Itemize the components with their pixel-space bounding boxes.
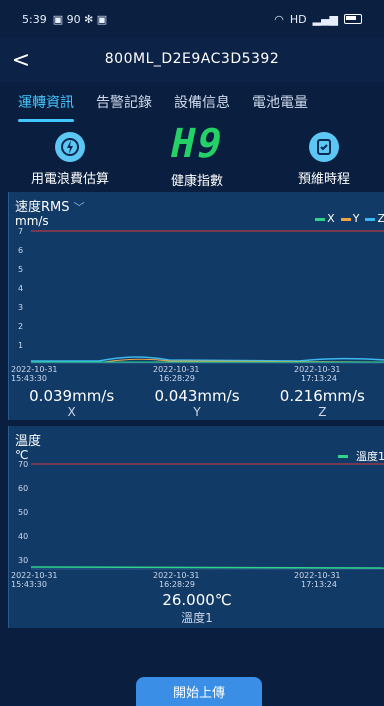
legend-x: X <box>315 212 335 225</box>
reading-z-axis: Z <box>318 405 327 419</box>
clock-text: 5:39 <box>22 12 47 26</box>
kpi-power-waste[interactable]: 用電浪費估算 <box>10 124 130 187</box>
hd-text: HD <box>289 12 307 26</box>
reading-z: 0.216mm/s Z <box>260 387 384 419</box>
power-waste-label: 用電浪費估算 <box>30 172 109 187</box>
y-tick-2: 2 <box>18 322 23 331</box>
temp-x-1-time: 15:43:30 <box>11 580 47 589</box>
y-tick-5: 5 <box>18 265 23 274</box>
status-right: ◠ HD ▂▄▆ <box>274 13 362 26</box>
battery-icon <box>344 14 362 24</box>
title-bar: < 800ML_D2E9AC3D5392 <box>0 38 384 82</box>
tab-device-info[interactable]: 設備信息 <box>174 95 230 111</box>
kpi-health-index[interactable]: H9 健康指數 <box>137 121 257 189</box>
back-arrow-icon: < <box>11 47 31 73</box>
health-score: H9 <box>166 121 228 167</box>
status-bar: 5:39 ▣ 90 ✻ ▣ ◠ HD ▂▄▆ <box>0 0 384 38</box>
temp-x-3-date: 2022-10-31 <box>294 571 341 580</box>
maintenance-label: 預維時程 <box>297 172 350 187</box>
temp-series-line <box>30 566 384 569</box>
reading-z-value: 0.216mm/s <box>279 387 365 405</box>
temp-tick-70: 70 <box>18 460 28 469</box>
temp-x-3-time: 17:13:24 <box>301 580 337 589</box>
tab-bar: 運轉資訊 告警記錄 設備信息 電池電量 <box>0 82 384 122</box>
device-title: 800ML_D2E9AC3D5392 <box>104 51 280 67</box>
start-upload-button[interactable]: 開始上傳 <box>136 677 262 706</box>
legend-y: Y <box>340 212 359 225</box>
temp-tick-40: 40 <box>18 532 28 541</box>
legend-temp1: 溫度1 <box>356 450 384 463</box>
tab-operation-info[interactable]: 運轉資訊 <box>18 92 74 122</box>
clipboard-icon <box>309 132 339 162</box>
tab-alarm-records[interactable]: 告警記錄 <box>96 95 152 111</box>
x-label-2-time: 16:28:29 <box>159 374 195 383</box>
temp-tick-30: 30 <box>18 556 28 565</box>
status-left: 5:39 ▣ 90 ✻ ▣ <box>22 13 107 26</box>
kpi-row: 用電浪費估算 H9 健康指數 預維時程 <box>10 121 384 192</box>
reading-temp1: 26.000℃ 溫度1 <box>9 591 384 626</box>
series-z-line <box>31 356 384 362</box>
temp-x-2-time: 16:28:29 <box>159 580 195 589</box>
velocity-unit: mm/s <box>15 214 49 228</box>
temperature-unit: ℃ <box>15 448 29 462</box>
velocity-title-text: 速度RMS <box>15 200 70 215</box>
temperature-title: 溫度 <box>15 434 42 449</box>
velocity-title[interactable]: 速度RMS ﹀ <box>15 196 85 215</box>
health-index-label: 健康指數 <box>170 174 223 189</box>
signal-icon: ▂▄▆ <box>312 12 338 26</box>
velocity-chart-panel: 速度RMS ﹀ mm/s X Y Z 7 6 5 4 3 2 1 2022-10… <box>8 192 384 420</box>
power-gauge-icon <box>55 132 85 162</box>
reading-y: 0.043mm/s Y <box>134 387 259 419</box>
y-tick-1: 1 <box>18 341 23 350</box>
temp1-label: 溫度1 <box>181 611 213 625</box>
temp-x-2-date: 2022-10-31 <box>153 571 200 580</box>
kpi-maintenance-schedule[interactable]: 預維時程 <box>264 124 384 187</box>
legend-z: Z <box>365 212 384 225</box>
y-tick-6: 6 <box>18 246 23 255</box>
x-label-1-date: 2022-10-31 <box>11 365 58 374</box>
chevron-down-icon: ﹀ <box>73 201 85 214</box>
temperature-readings: 26.000℃ 溫度1 <box>9 591 384 626</box>
reading-y-axis: Y <box>193 405 201 419</box>
temp1-value: 26.000℃ <box>162 591 232 609</box>
reading-x-value: 0.039mm/s <box>29 387 115 405</box>
notification-icons: ▣ 90 ✻ ▣ <box>52 12 108 26</box>
temperature-plot: 70 60 50 40 30 2022-10-31 15:43:30 2022-… <box>11 460 384 589</box>
x-label-2-date: 2022-10-31 <box>153 365 200 374</box>
x-label-3-date: 2022-10-31 <box>294 365 341 374</box>
back-button[interactable]: < <box>0 38 42 82</box>
y-tick-4: 4 <box>18 284 23 293</box>
reading-y-value: 0.043mm/s <box>154 387 240 405</box>
reading-x-axis: X <box>67 405 76 419</box>
y-tick-7: 7 <box>18 227 23 236</box>
temp-tick-50: 50 <box>18 508 28 517</box>
temp-x-1-date: 2022-10-31 <box>11 571 58 580</box>
velocity-readings: 0.039mm/s X 0.043mm/s Y 0.216mm/s Z <box>9 387 384 419</box>
x-label-3-time: 17:13:24 <box>301 374 337 383</box>
y-tick-3: 3 <box>18 303 23 312</box>
x-label-1-time: 15:43:30 <box>11 374 47 383</box>
velocity-legend: X Y Z <box>315 212 384 225</box>
temp-tick-60: 60 <box>18 484 28 493</box>
temperature-chart-panel: 溫度 ℃ 溫度1 70 60 50 40 30 2022-10-31 15:43… <box>8 426 384 628</box>
velocity-plot: 7 6 5 4 3 2 1 2022-10-31 15:43:30 2022-1… <box>11 227 384 383</box>
temperature-legend: 溫度1 <box>338 448 384 464</box>
wifi-icon: ◠ <box>274 12 284 26</box>
tab-battery[interactable]: 電池電量 <box>252 95 308 111</box>
reading-x: 0.039mm/s X <box>9 387 134 419</box>
speed-text: 90 <box>66 12 81 26</box>
